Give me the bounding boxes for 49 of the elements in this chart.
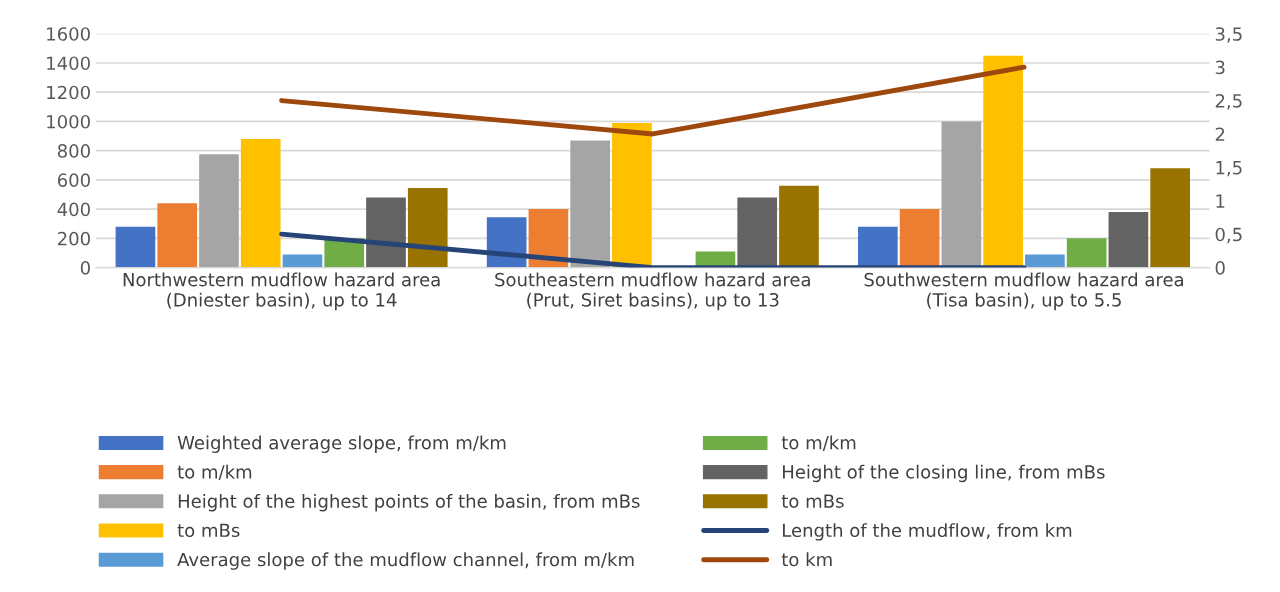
y2-tick-label: 0,5 (1215, 227, 1242, 244)
y2-tick-label: 2 (1215, 127, 1225, 141)
y2-tick-label: 1,5 (1216, 161, 1242, 177)
bar (612, 122, 652, 268)
bar (983, 55, 1023, 268)
y-tick-label: 800 (57, 144, 90, 158)
bar (282, 254, 323, 268)
y-tick-label: 200 (58, 231, 90, 246)
x-tick-label: Southeastern mudflow hazard area (Prut, Siret basins), up to 13 (495, 272, 810, 311)
bar (1066, 238, 1107, 268)
y-tick-label: 1200 (47, 85, 90, 100)
y2-tick-label: 0 (1215, 261, 1225, 275)
legend-label: to m/km (781, 435, 856, 451)
bar (858, 226, 898, 268)
legend-label: Weighted average slope, from m/km (177, 435, 506, 453)
bar (366, 197, 406, 268)
y-tick-label: 1000 (47, 114, 90, 129)
y-tick-label: 1600 (47, 27, 90, 41)
legend-label: Height of the highest points of the basin, from mBs (178, 493, 640, 512)
y-tick-label: 1400 (47, 56, 90, 71)
y2-tick-label: 2,5 (1215, 94, 1242, 110)
x-tick-label: Southwestern mudflow hazard area (Tisa basin), up to 5.5 (864, 272, 1183, 311)
legend-label: to mBs (781, 494, 844, 508)
legend-label: Length of the mudflow, from km (783, 523, 1072, 541)
bar (779, 185, 819, 268)
bar (737, 197, 778, 268)
bar (1025, 254, 1065, 268)
y-tick-label: 600 (57, 173, 90, 188)
y-tick-label: 0 (80, 261, 90, 275)
bar (570, 140, 610, 268)
bar (157, 203, 198, 268)
y-tick-label: 400 (57, 202, 90, 217)
legend-label: Height of the closing line, from mBs (783, 464, 1105, 483)
bar (240, 138, 281, 268)
legend-label: to mBs (177, 523, 240, 538)
bar (115, 226, 156, 268)
legend-label: Average slope of the mudflow channel, from m/km (177, 552, 634, 570)
bar (199, 154, 239, 268)
y2-tick-label: 3 (1215, 60, 1225, 75)
bar (899, 209, 940, 268)
bar (407, 187, 448, 268)
bar (1108, 212, 1149, 268)
bar (1150, 168, 1190, 268)
legend-label: to km (781, 552, 832, 567)
y2-tick-label: 3,5 (1215, 27, 1242, 43)
x-tick-label: Northwestern mudflow hazard area (Dniester basin), up to 14 (123, 272, 440, 311)
bar (941, 121, 982, 268)
y2-tick-label: 1 (1216, 194, 1225, 208)
legend-label: to m/km (177, 464, 252, 481)
